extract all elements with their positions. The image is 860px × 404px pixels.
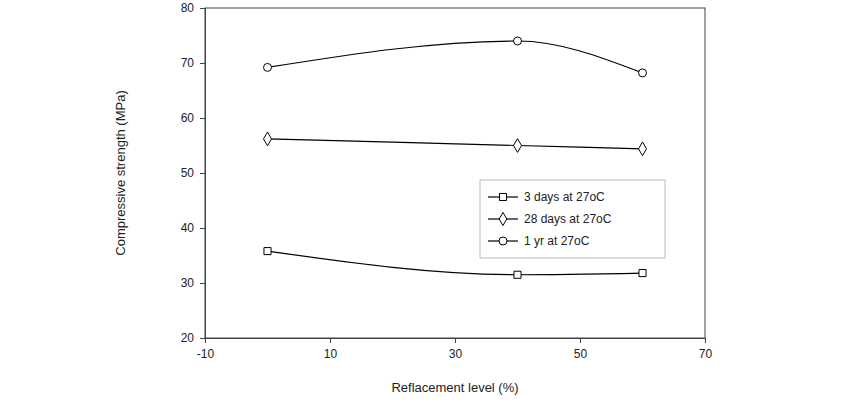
- tick-mark: [705, 338, 706, 343]
- tick-label: 50: [574, 347, 588, 361]
- tick-mark: [330, 338, 331, 343]
- tick: 10: [324, 338, 338, 361]
- tick-label: 70: [181, 56, 195, 70]
- y-axis: 20 30 40 50 60 70 80: [181, 1, 206, 345]
- x-axis: -10 10 30 50 70: [197, 338, 713, 361]
- legend-box: [480, 180, 665, 258]
- plot-area: [264, 37, 647, 278]
- tick: 70: [699, 338, 713, 361]
- axis-line: [206, 339, 706, 344]
- marker: [514, 271, 521, 278]
- tick-mark: [200, 118, 205, 119]
- tick-mark: [200, 338, 205, 339]
- tick-label: 60: [181, 111, 195, 125]
- marker: [264, 132, 272, 146]
- tick-mark: [200, 283, 205, 284]
- tick-label: 30: [181, 276, 195, 290]
- chart: -10 10 30 50 70 20 30 40 50 60 70 80 Reflacement lev…: [0, 0, 860, 404]
- tick-mark: [200, 63, 205, 64]
- tick: 30: [181, 276, 205, 290]
- tick-mark: [200, 8, 205, 9]
- marker: [639, 69, 647, 77]
- tick: 30: [449, 338, 463, 361]
- tick: 20: [181, 331, 205, 345]
- marker: [264, 63, 272, 71]
- marker: [264, 248, 271, 255]
- x-axis-title: Reflacement level (%): [391, 380, 518, 395]
- tick: -10: [197, 338, 215, 361]
- series-line: [268, 41, 643, 73]
- tick-label: 30: [449, 347, 463, 361]
- tick: 50: [574, 338, 588, 361]
- marker: [514, 139, 522, 153]
- series-line: [268, 139, 643, 149]
- legend-label: 28 days at 27oC: [524, 212, 612, 226]
- tick-label: 70: [699, 347, 713, 361]
- tick-mark: [580, 338, 581, 343]
- tick: 70: [181, 56, 205, 70]
- tick-label: 80: [181, 1, 195, 15]
- tick-mark: [200, 228, 205, 229]
- tick: 60: [181, 111, 205, 125]
- tick-label: 10: [324, 347, 338, 361]
- legend-marker: [499, 212, 507, 225]
- tick-mark: [455, 338, 456, 343]
- tick-mark: [200, 173, 205, 174]
- legend-marker: [499, 193, 506, 200]
- tick: 50: [181, 166, 205, 180]
- tick: 40: [181, 221, 205, 235]
- legend-label: 1 yr at 27oC: [524, 234, 590, 248]
- tick-label: 40: [181, 221, 195, 235]
- plot-frame: [205, 8, 705, 338]
- tick: 80: [181, 1, 205, 15]
- marker: [639, 270, 646, 277]
- legend: 3 days at 27oC 28 days at 27oC 1 yr at 27o…: [480, 180, 665, 258]
- tick-label: -10: [197, 347, 215, 361]
- legend-label: 3 days at 27oC: [524, 190, 605, 204]
- tick-label: 50: [181, 166, 195, 180]
- marker: [514, 37, 522, 45]
- y-axis-title: Compressive strength (MPa): [113, 90, 128, 255]
- marker: [639, 142, 647, 156]
- legend-marker: [499, 237, 507, 245]
- tick-label: 20: [181, 331, 195, 345]
- axis-line: [200, 9, 206, 339]
